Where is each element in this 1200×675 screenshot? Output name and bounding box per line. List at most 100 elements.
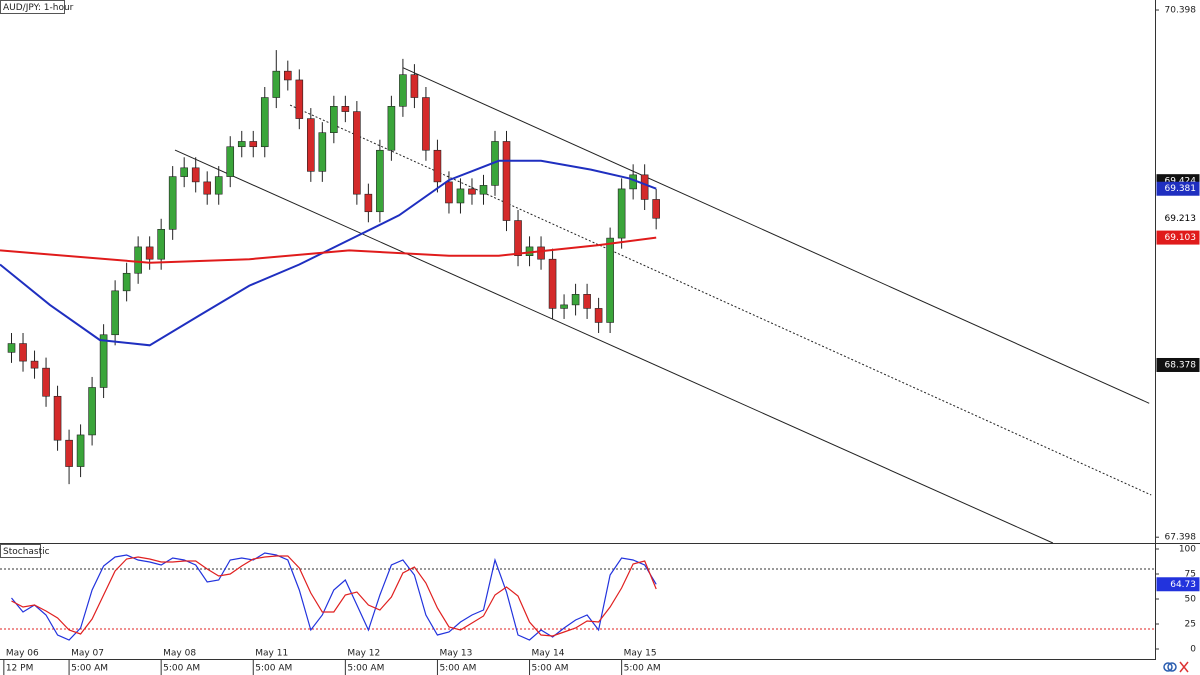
candle-body (260, 97, 269, 148)
y-tick-label: 50 (1185, 595, 1197, 605)
x-tick-label: May 13 (439, 649, 472, 659)
candle-body (330, 106, 338, 133)
candle-body (433, 149, 442, 183)
y-tick-label: 67.398 (1165, 533, 1197, 543)
candle-body (157, 229, 165, 260)
candle-body (134, 246, 142, 274)
candle-body (468, 188, 476, 195)
candle-body (7, 343, 16, 353)
x-tick-sublabel: 5:00 AM (439, 664, 476, 674)
candle-body (191, 167, 200, 183)
candle-body (571, 294, 580, 306)
indicator-title: Stochastic (3, 547, 50, 557)
candle-body (514, 220, 522, 256)
candle-body (479, 185, 488, 195)
price-tag (1156, 211, 1200, 226)
y-tick-label: 75 (1185, 570, 1196, 580)
x-tick-sublabel: 5:00 AM (347, 664, 384, 674)
candle-body (249, 141, 258, 148)
candle-body (283, 70, 292, 81)
candle-body (399, 74, 407, 107)
candle-body (422, 97, 430, 151)
candle-body (537, 246, 545, 260)
price-tag-label: 69.213 (1165, 214, 1197, 224)
price-tag (1156, 181, 1200, 196)
price-tag (1156, 230, 1200, 245)
x-tick-sublabel: 5:00 AM (163, 664, 200, 674)
candle-body (214, 176, 223, 195)
candle-body (99, 334, 108, 388)
candle-body (111, 290, 119, 336)
candle-body (19, 343, 27, 362)
moving-average (0, 236, 657, 264)
oscillator-line (11, 552, 657, 641)
candle-body (295, 79, 304, 119)
candle-body (560, 304, 568, 309)
price-tag-label: 69.381 (1165, 184, 1197, 194)
candle-body (168, 176, 177, 230)
candle-body (583, 294, 591, 309)
candle-body (548, 258, 557, 309)
candle-body (341, 106, 350, 112)
y-tick-label: 0 (1190, 645, 1196, 655)
trend-line (174, 149, 1054, 544)
candle-body (180, 167, 188, 177)
x-tick-label: May 06 (6, 649, 39, 659)
x-tick-label: May 12 (347, 649, 380, 659)
trend-line (402, 67, 1150, 404)
candle-body (42, 367, 50, 397)
title-box (0, 0, 65, 14)
oscillator-line (11, 555, 657, 637)
candle-body (30, 360, 39, 369)
candle-body (456, 188, 465, 204)
candle-body (617, 188, 626, 239)
x-tick-label: May 15 (624, 649, 657, 659)
x-tick-label: May 08 (163, 649, 196, 659)
candle-body (606, 237, 614, 323)
x-tick-label: May 11 (255, 649, 288, 659)
x-tick-label: May 14 (532, 649, 565, 659)
x-tick-sublabel: 12 PM (6, 664, 34, 674)
candle-body (65, 439, 73, 467)
price-tag-label: 68.378 (1165, 360, 1197, 370)
candle-body (652, 199, 660, 219)
candle-body (353, 111, 361, 195)
close-icon[interactable] (1179, 661, 1189, 673)
candle-body (640, 174, 649, 200)
candle-body (272, 70, 281, 98)
price-tag-label: 69.424 (1165, 177, 1197, 187)
price-tag-label: 69.103 (1165, 233, 1197, 243)
candle-body (594, 308, 603, 323)
price-tag (1156, 577, 1200, 592)
candle-body (88, 387, 96, 436)
candle-body (145, 246, 154, 260)
trend-line (289, 104, 1152, 496)
moving-average (0, 159, 657, 347)
x-tick-sublabel: 5:00 AM (71, 664, 108, 674)
toolbar-icons[interactable] (1163, 661, 1189, 673)
candle-body (203, 181, 212, 195)
candle-body (410, 74, 419, 98)
candle-body (502, 141, 511, 221)
x-tick-sublabel: 5:00 AM (255, 664, 292, 674)
candle-body (122, 272, 131, 292)
y-tick-label: 100 (1179, 545, 1196, 555)
x-tick-sublabel: 5:00 AM (532, 664, 569, 674)
price-tag-label: 64.73 (1170, 580, 1196, 590)
link-icon-2[interactable] (1167, 662, 1177, 672)
candle-body (307, 118, 315, 172)
candle-body (76, 434, 85, 467)
candle-body (226, 146, 235, 177)
link-icon[interactable] (1163, 662, 1173, 672)
y-tick-label: 70.398 (1165, 6, 1197, 16)
candle-body (376, 149, 384, 213)
candle-body (53, 395, 62, 441)
price-tag (1156, 357, 1200, 372)
candle-body (387, 106, 396, 151)
chart-title: AUD/JPY: 1-hour (3, 3, 74, 13)
x-tick-sublabel: 5:00 AM (624, 664, 661, 674)
indicator-title-box (0, 544, 41, 558)
